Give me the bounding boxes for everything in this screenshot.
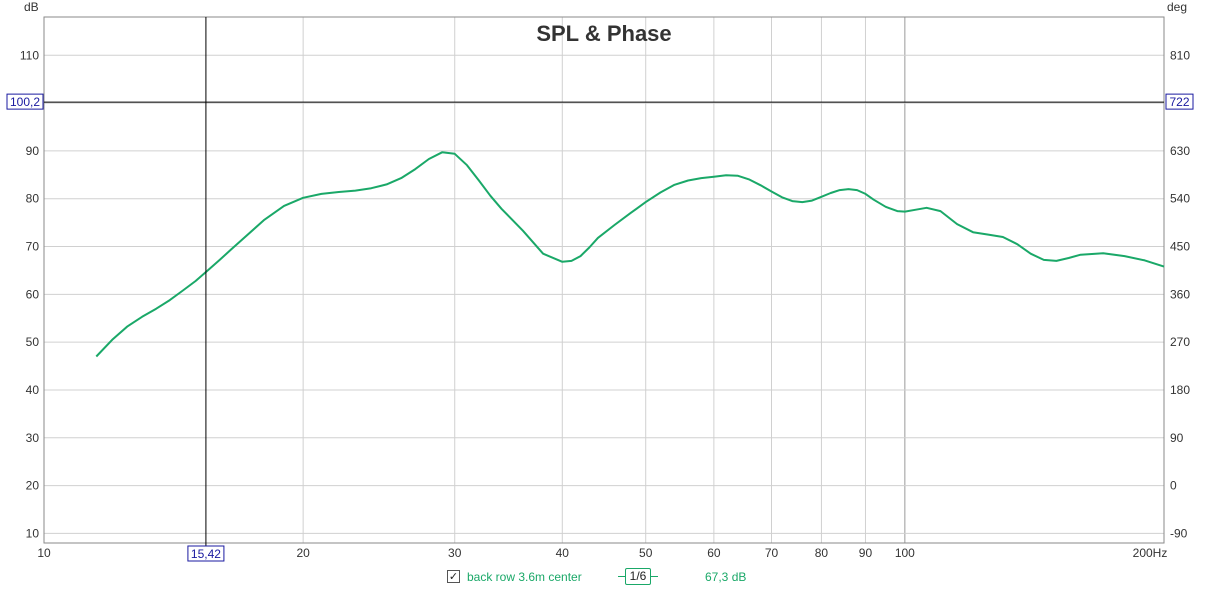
cursor-y-label: 100,2 bbox=[10, 95, 40, 109]
x-tick-label: 50 bbox=[639, 546, 653, 560]
plot-frame bbox=[43, 16, 1165, 544]
plot-area bbox=[44, 17, 1164, 543]
y-right-tick-label: 0 bbox=[1170, 479, 1177, 493]
y-tick-label: 20 bbox=[26, 479, 40, 493]
x-tick-label: 60 bbox=[707, 546, 721, 560]
x-tick-label: 10 bbox=[37, 546, 51, 560]
x-tick-label: 40 bbox=[556, 546, 570, 560]
x-tick-label: 90 bbox=[859, 546, 873, 560]
y-tick-label: 60 bbox=[26, 287, 40, 301]
x-tick-label: 80 bbox=[815, 546, 829, 560]
y-axis-right-label: deg bbox=[1167, 0, 1187, 14]
spl-phase-chart: SPL & Phase dB deg 10 20 30 40 50 60 70 80 90 110 -90… bbox=[6, 0, 1194, 562]
y-tick-label: 50 bbox=[26, 335, 40, 349]
cursor-x-label: 15,42 bbox=[191, 547, 221, 561]
y-right-tick-label: 540 bbox=[1170, 192, 1190, 206]
smoothing-label: 1/6 bbox=[625, 568, 651, 585]
cursor-y-right-label: 722 bbox=[1169, 95, 1189, 109]
series-line bbox=[95, 151, 1165, 358]
x-tick-label: 100 bbox=[895, 546, 915, 560]
y-tick-label: 30 bbox=[26, 431, 40, 445]
y-axis-label: dB bbox=[24, 0, 39, 14]
y-tick-label: 70 bbox=[26, 240, 40, 254]
legend-series-name: back row 3.6m center bbox=[467, 570, 582, 584]
y-tick-label: 10 bbox=[26, 526, 40, 540]
y-right-tick-label: -90 bbox=[1170, 526, 1188, 540]
cursor-x-label-box bbox=[187, 545, 225, 562]
y-right-tick-label: 90 bbox=[1170, 431, 1184, 445]
cursor-value-readout: 67,3 dB bbox=[705, 570, 747, 584]
y-tick-label: 80 bbox=[26, 192, 40, 206]
y-right-tick-label: 630 bbox=[1170, 144, 1190, 158]
cursor-y-label-box bbox=[6, 93, 44, 110]
y-right-tick-label: 180 bbox=[1170, 383, 1190, 397]
chart-title: SPL & Phase bbox=[536, 21, 671, 46]
y-right-tick-label: 810 bbox=[1170, 48, 1190, 62]
y-tick-label: 40 bbox=[26, 383, 40, 397]
series-visibility-checkbox[interactable]: ✓ bbox=[447, 570, 460, 583]
y-right-tick-label: 360 bbox=[1170, 287, 1190, 301]
x-tick-label: 200Hz bbox=[1133, 546, 1168, 560]
smoothing-indicator[interactable]: 1/6 bbox=[618, 567, 658, 585]
y-tick-label: 90 bbox=[26, 144, 40, 158]
x-tick-label: 20 bbox=[296, 546, 310, 560]
x-tick-label: 30 bbox=[448, 546, 462, 560]
cursor-y-right-label-box bbox=[1165, 93, 1194, 110]
y-right-tick-label: 450 bbox=[1170, 240, 1190, 254]
legend-bar: ✓ back row 3.6m center 1/6 67,3 dB bbox=[0, 566, 1221, 590]
y-tick-label: 110 bbox=[20, 48, 39, 62]
x-tick-label: 70 bbox=[765, 546, 779, 560]
y-right-tick-label: 270 bbox=[1170, 335, 1190, 349]
